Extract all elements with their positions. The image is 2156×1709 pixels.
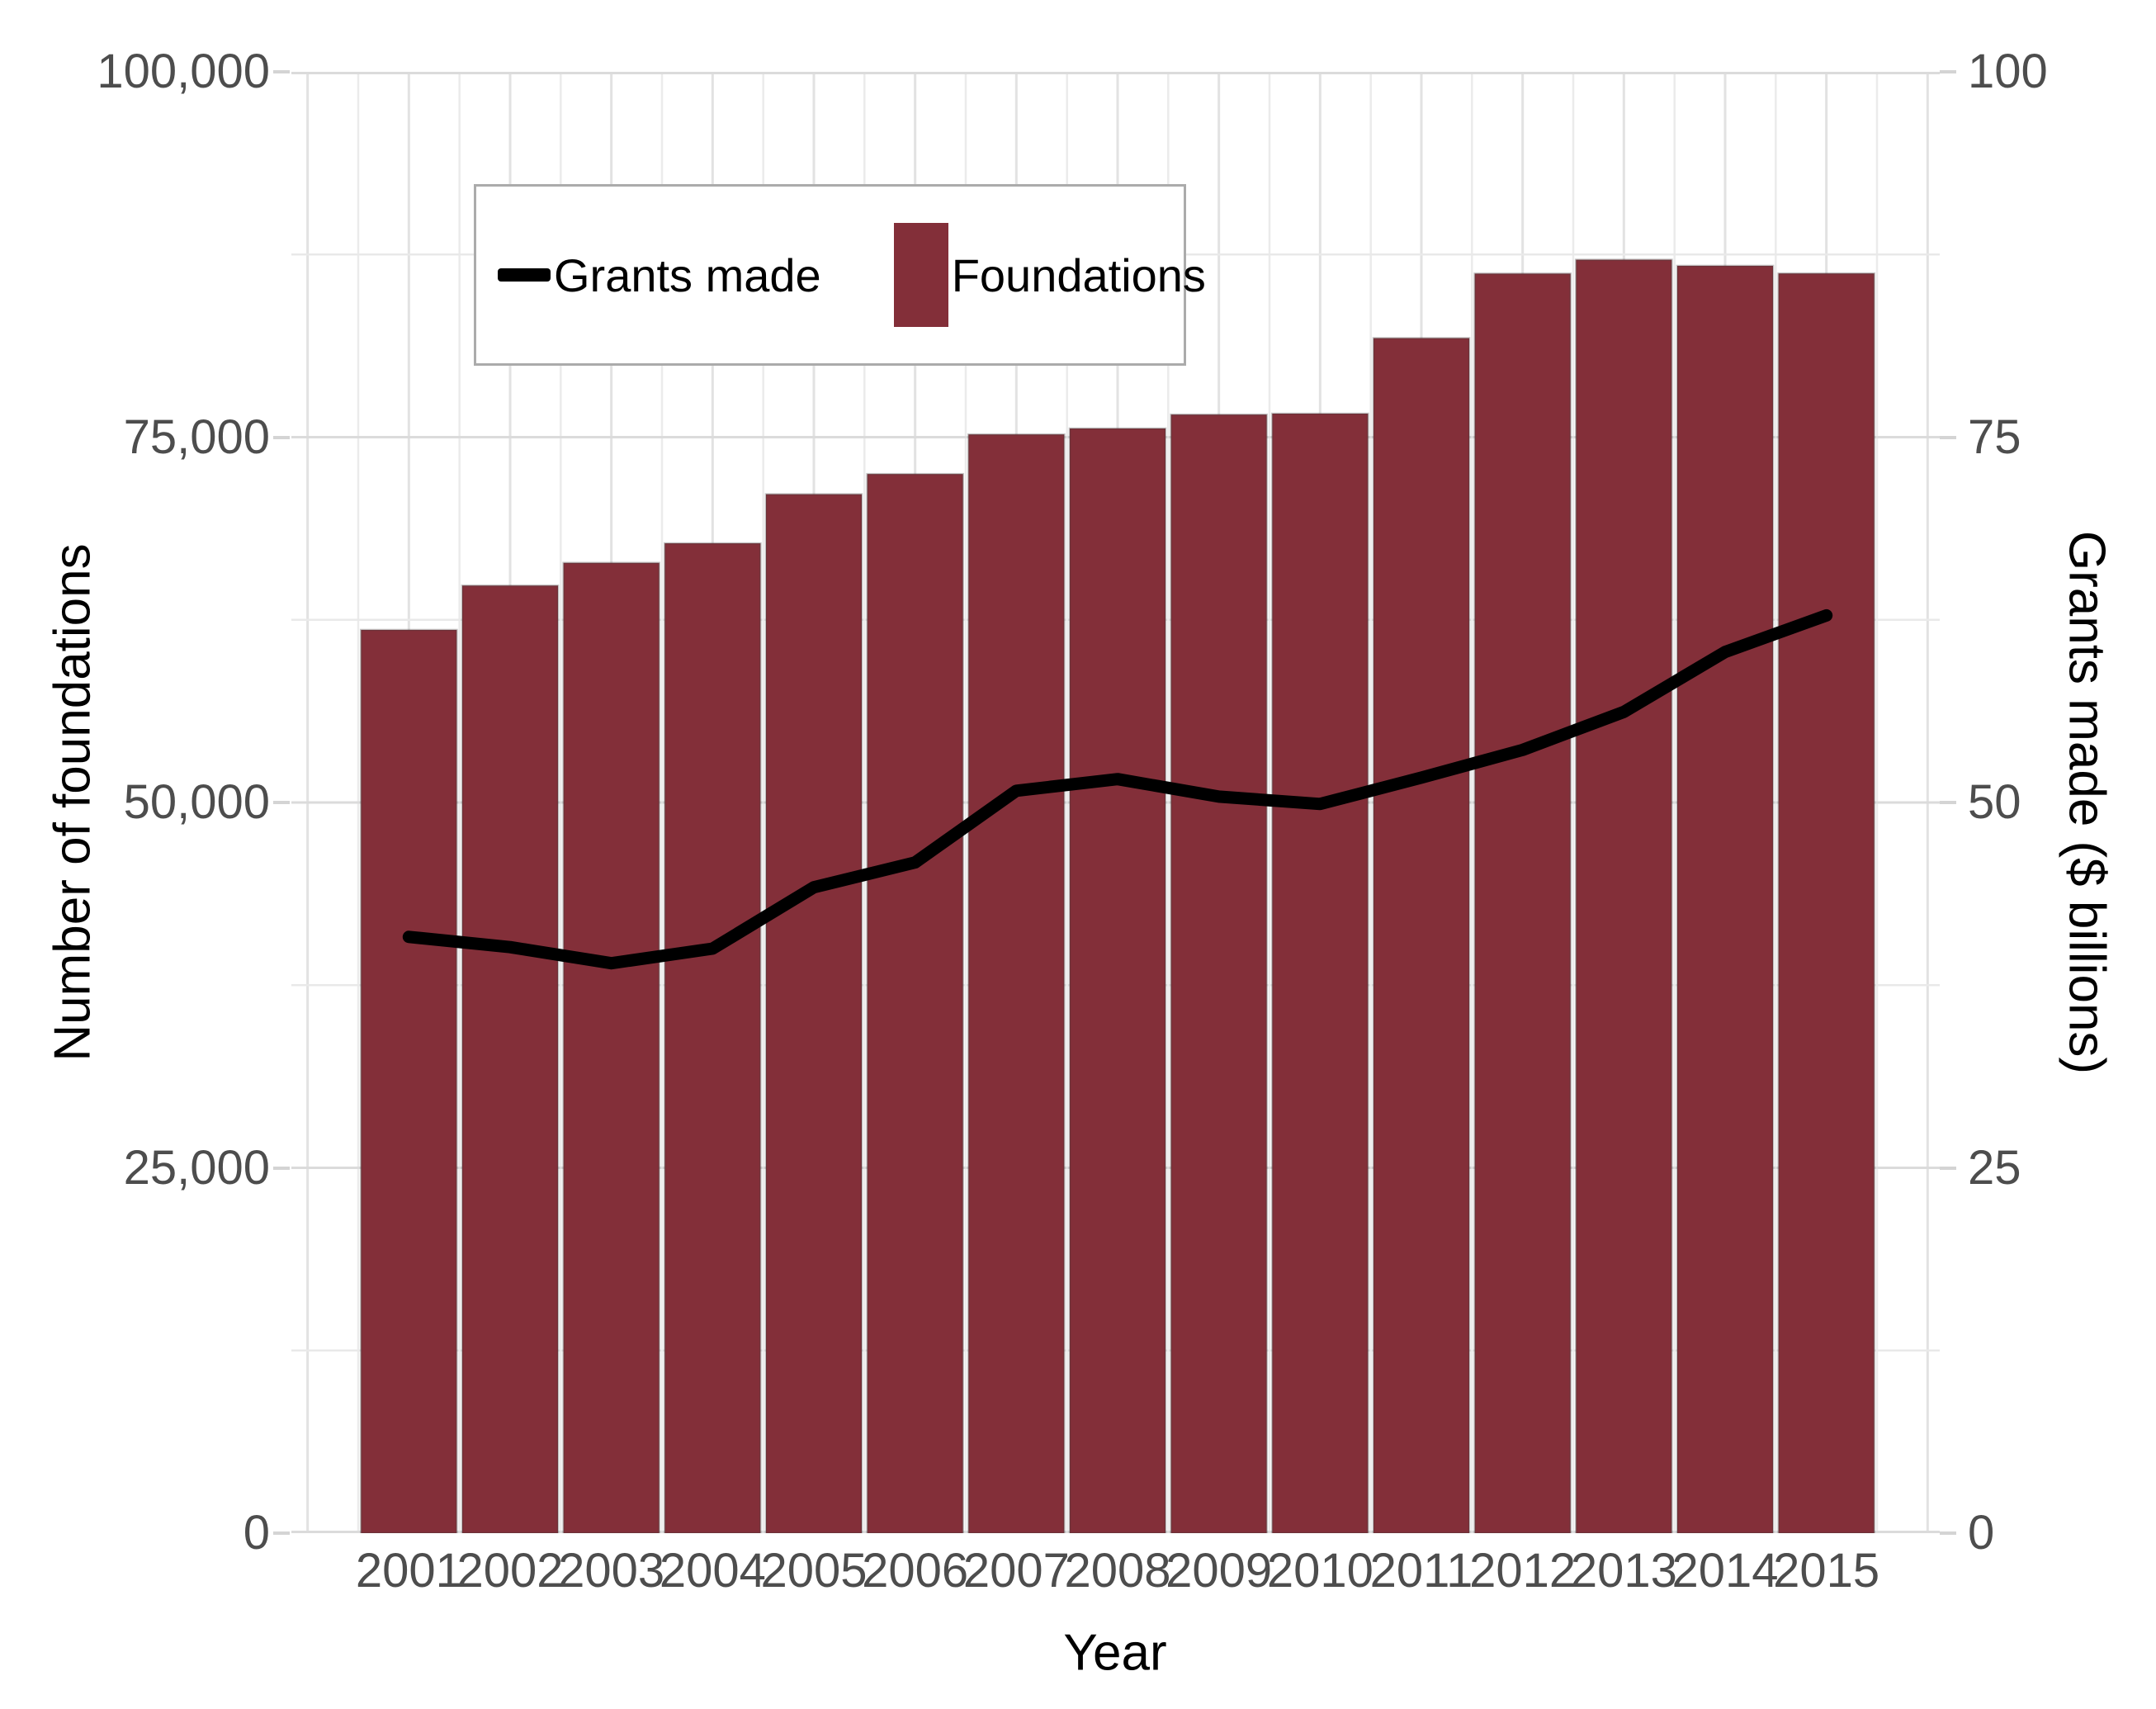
- legend: Grants made Foundations: [474, 184, 1206, 366]
- y-tick-label-left: 75,000: [123, 409, 270, 464]
- grants-made-line: [402, 608, 1833, 970]
- y-tick-mark-right: [1940, 70, 1956, 73]
- x-axis-title: Year: [1063, 1624, 1167, 1682]
- y-tick-mark-left: [273, 1531, 290, 1535]
- bar-2004: [664, 542, 762, 1533]
- y-tick-mark-right: [1940, 801, 1956, 804]
- x-tick-label-2009: 2009: [1165, 1544, 1273, 1598]
- bar-2008: [1068, 427, 1167, 1533]
- y-tick-mark-right: [1940, 435, 1956, 439]
- bar-2015: [1777, 272, 1875, 1533]
- bar-2011: [1372, 337, 1471, 1533]
- x-tick-label-2007: 2007: [962, 1544, 1070, 1598]
- x-tick-label-2008: 2008: [1064, 1544, 1171, 1598]
- legend-item-grants-made: Grants made: [498, 249, 821, 302]
- y-tick-label-left: 100,000: [97, 45, 270, 98]
- bar-2006: [866, 472, 964, 1533]
- bar-2010: [1271, 412, 1369, 1533]
- x-tick-label-2010: 2010: [1266, 1544, 1374, 1598]
- y-tick-mark-left: [273, 801, 290, 804]
- y-tick-label-right: 75: [1968, 409, 2021, 464]
- bar-2012: [1473, 272, 1572, 1533]
- legend-label-grants-made: Grants made: [554, 249, 821, 301]
- y-axis-title-right: Grants made ($ billions): [2058, 530, 2116, 1075]
- x-tick-label-2005: 2005: [760, 1544, 868, 1598]
- bar-2009: [1170, 413, 1268, 1533]
- x-tick-label-2006: 2006: [862, 1544, 969, 1598]
- x-tick-label-2012: 2012: [1469, 1544, 1577, 1598]
- y-tick-label-left: 25,000: [123, 1140, 270, 1195]
- legend-bar-swatch-icon: [893, 223, 948, 327]
- bar-2005: [764, 493, 863, 1533]
- bar-2013: [1575, 258, 1673, 1533]
- chart-canvas: [291, 72, 1940, 1533]
- x-tick-label-2015: 2015: [1773, 1544, 1880, 1598]
- x-tick-label-2002: 2002: [456, 1544, 564, 1598]
- bar-2002: [461, 585, 560, 1533]
- y-tick-label-right: 100: [1968, 45, 2048, 98]
- y-tick-label-right: 0: [1968, 1506, 1995, 1560]
- bar-2001: [360, 628, 458, 1533]
- legend-item-foundations: Foundations: [893, 223, 1206, 327]
- y-tick-label-left: 0: [243, 1506, 270, 1560]
- legend-label-foundations: Foundations: [951, 249, 1206, 301]
- y-tick-mark-left: [273, 70, 290, 73]
- bar-2007: [967, 433, 1066, 1533]
- bar-2003: [562, 561, 660, 1533]
- y-tick-mark-right: [1940, 1531, 1956, 1535]
- legend-line-swatch-icon: [498, 268, 551, 282]
- y-tick-mark-right: [1940, 1166, 1956, 1170]
- x-tick-label-2004: 2004: [659, 1544, 766, 1598]
- x-tick-label-2001: 2001: [355, 1544, 462, 1598]
- y-tick-label-right: 25: [1968, 1140, 2021, 1195]
- y-tick-mark-left: [273, 1166, 290, 1170]
- y-tick-mark-left: [273, 435, 290, 439]
- x-tick-label-2003: 2003: [558, 1544, 665, 1598]
- x-tick-label-2011: 2011: [1369, 1544, 1473, 1598]
- y-tick-label-right: 50: [1968, 775, 2021, 829]
- x-tick-label-2014: 2014: [1671, 1544, 1779, 1598]
- x-tick-label-2013: 2013: [1570, 1544, 1677, 1598]
- y-tick-label-left: 50,000: [123, 775, 270, 829]
- bar-2014: [1676, 264, 1775, 1533]
- plot-area: [291, 72, 1940, 1533]
